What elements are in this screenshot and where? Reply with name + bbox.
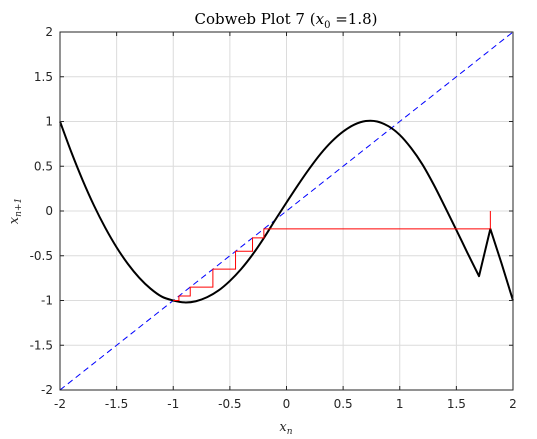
title-var: x: [316, 10, 325, 28]
chart-title: Cobweb Plot 7 (x0 =1.8): [195, 10, 378, 31]
x-tick-label: 0: [283, 397, 291, 411]
x-axis-label: xn: [279, 420, 292, 437]
y-axis-label: xn+1: [7, 198, 24, 224]
x-tick-label: 0.5: [334, 397, 353, 411]
plot-area: -2 -1.5 -1 -0.5 0 0.5 1 1.5 2 -2 -1.5 -1 -0.5 0 0.5 1 1.…: [30, 25, 517, 411]
ticks: -2 -1.5 -1 -0.5 0 0.5 1 1.5 2 -2 -1.5 -1 -0.5 0 0.5 1 1.…: [30, 25, 517, 411]
y-tick-label: -2: [41, 383, 53, 397]
y-tick-label: 2: [45, 25, 53, 39]
x-tick-label: -1.5: [105, 397, 128, 411]
x-label-sub: n: [287, 427, 293, 437]
title-suffix: =1.8): [330, 10, 377, 28]
series-layer: [59, 31, 514, 391]
y-label-base: x: [7, 216, 22, 224]
x-tick-label: -0.5: [218, 397, 241, 411]
grid: [60, 32, 513, 390]
y-tick-label: -1.5: [30, 338, 53, 352]
x-tick-label: 1.5: [447, 397, 466, 411]
x-tick-label: 2: [509, 397, 517, 411]
title-var-sub: 0: [324, 20, 330, 31]
y-tick-label: 0.5: [34, 159, 53, 173]
identity-line: [59, 31, 514, 391]
y-tick-label: 1.5: [34, 70, 53, 84]
x-tick-label: -1: [167, 397, 179, 411]
map-curve-line: [59, 119, 514, 304]
y-label-sub: n+1: [14, 198, 24, 217]
title-prefix: Cobweb Plot 7 (: [195, 10, 316, 28]
cobweb-path: [173, 211, 491, 301]
y-tick-label: 1: [45, 115, 53, 129]
x-tick-label: -2: [54, 397, 66, 411]
x-label-base: x: [279, 420, 287, 435]
y-tick-label: 0: [45, 204, 53, 218]
y-tick-label: -0.5: [30, 249, 53, 263]
y-tick-label: -1: [41, 294, 53, 308]
x-tick-label: 1: [396, 397, 404, 411]
